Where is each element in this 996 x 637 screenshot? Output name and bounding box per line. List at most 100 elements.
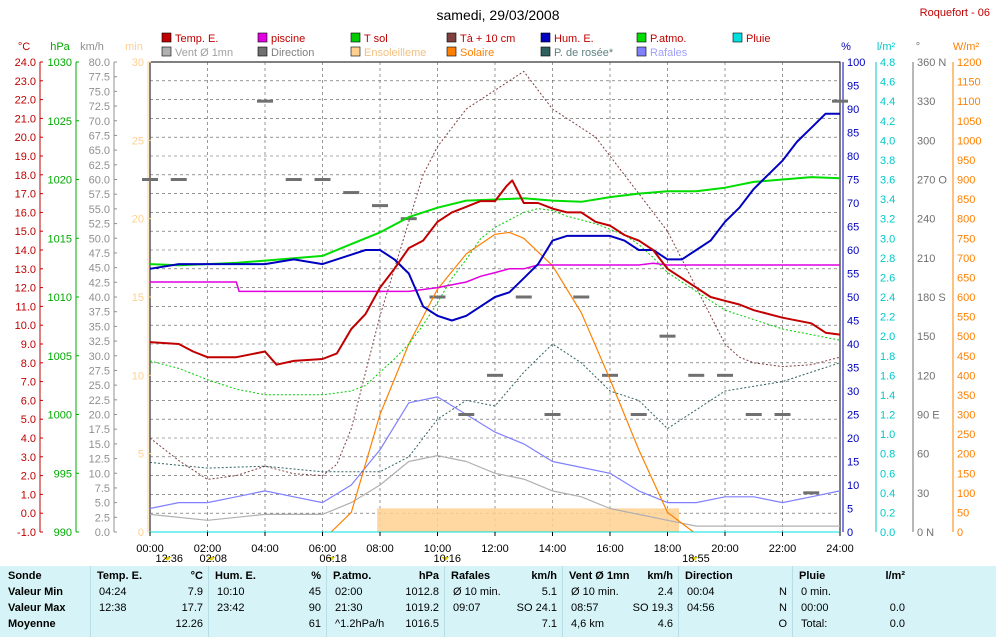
stats-row: Hum. E. (209, 570, 327, 586)
x-tick-label: 04:00 (251, 543, 279, 555)
legend-swatch (446, 46, 457, 57)
axis-tick-label: 62.5 (89, 160, 110, 172)
axis-tick-label: 4.2 (880, 116, 895, 128)
stats-row: 90 (209, 602, 327, 618)
axis-tick-label: 0 N (917, 527, 934, 539)
series-direction-mark (717, 373, 733, 377)
legend-swatch (732, 32, 743, 43)
stats-time: Ø 10 min. (453, 586, 501, 598)
axis-tick-label: 270 O (917, 175, 947, 187)
axis-tick-label: 50 (847, 292, 859, 304)
legend-swatch (540, 46, 551, 57)
stats-header: Sonde (8, 570, 42, 582)
stats-row: 02:00 (327, 586, 445, 602)
axis-tick-label: 65 (847, 222, 859, 234)
stats-row: Ø 10 min. (563, 586, 679, 602)
axis-unit: ° (916, 41, 920, 53)
stats-header: Pluie (799, 570, 826, 582)
stats-time: 02:00 (335, 586, 363, 598)
axis-tick-label: 20.0 (89, 410, 110, 422)
stats-row: °C (91, 570, 209, 586)
axis-tick-label: 1005 (48, 351, 72, 363)
axis-tick-label: 2.8 (880, 253, 895, 265)
axis-tick-label: 1020 (48, 175, 72, 187)
stats-header: P.atmo. (333, 570, 372, 582)
stats-row: 4.6 (563, 618, 679, 634)
axis-unit: min (125, 41, 143, 53)
axis-tick-label: 37.5 (89, 307, 110, 319)
axis-tick-label: 300 (917, 135, 935, 147)
stats-value: 7.9 (187, 586, 203, 598)
axis-tick-label: 3.0 (880, 233, 895, 245)
stats-row: ^1.2hPa/h (327, 618, 445, 634)
axis-tick-label: 13.0 (15, 264, 36, 276)
stats-row: 12.26 (91, 618, 209, 634)
legend-label: P. de rosée* (554, 47, 614, 59)
series-t-10-cm (149, 70, 841, 480)
stats-row: 00:00 (793, 602, 911, 618)
axis-tick-label: 6.0 (21, 395, 36, 407)
axis-tick-label: 57.5 (89, 189, 110, 201)
series-vent-1mn (149, 455, 840, 527)
stats-row: 0.0 (793, 618, 911, 634)
legend-swatch (350, 46, 361, 57)
stats-time: Ø 10 min. (571, 586, 619, 598)
axis-tick-label: 210 (917, 253, 935, 265)
stats-row: Direction (679, 570, 793, 586)
axis-tick-label: 500 (957, 331, 975, 343)
axis-tick-label: 120 (917, 370, 935, 382)
stats-unit: hPa (418, 570, 439, 582)
stats-value: 0.0 (889, 618, 905, 630)
axis-tick-label: 32.5 (89, 336, 110, 348)
axis-tick-label: 1.2 (880, 410, 895, 422)
stats-row: 61 (209, 618, 327, 634)
stats-row: 0 min. (793, 586, 911, 602)
axis-tick-label: 50.0 (89, 233, 110, 245)
stats-time: ^1.2hPa/h (335, 618, 385, 630)
axis-tick-label: 5 (847, 504, 853, 516)
axis-tick-label: 35.0 (89, 321, 110, 333)
stats-value: 2.4 (657, 586, 673, 598)
stats-row: Vent Ø 1mn (563, 570, 679, 586)
stats-row-label: Valeur Min (8, 586, 64, 598)
axis-tick-label: 3.6 (880, 175, 895, 187)
stats-row-label: Valeur Max (8, 602, 66, 614)
axis-tick-label: 15.0 (15, 226, 36, 238)
axis-tick-label: 0.0 (95, 527, 110, 539)
stats-time: 0 min. (801, 586, 831, 598)
axis-tick-label: 4.6 (880, 77, 895, 89)
stats-row: SO 19.3 (563, 602, 679, 618)
axis-tick-label: 9.0 (21, 339, 36, 351)
axis-tick-label: 20 (132, 214, 144, 226)
legend-label: Temp. E. (175, 33, 218, 45)
legend-swatch (636, 46, 647, 57)
series-direction-mark (745, 413, 762, 416)
series-direction-mark (285, 178, 302, 181)
stats-header: Direction (685, 570, 733, 582)
series-direction-mark (487, 373, 503, 377)
axis-tick-label: 5.0 (95, 498, 110, 510)
axis-tick-label: 1050 (957, 116, 981, 128)
axis-tick-label: 12.0 (15, 283, 36, 295)
axis-tick-label: 3.8 (880, 155, 895, 167)
stats-row: Sonde (0, 570, 90, 586)
legend-swatch (161, 46, 172, 57)
series-layer (142, 70, 848, 533)
axis-tick-label: 7.0 (21, 377, 36, 389)
axis-tick-label: 22.5 (89, 395, 110, 407)
axis-tick-label: 20 (847, 433, 859, 445)
series-p-de-ros-e (149, 343, 841, 473)
axis-unit: % (841, 41, 851, 53)
legend-label: Rafales (650, 47, 688, 59)
axis-tick-label: 15 (132, 292, 144, 304)
stats-col-sonde: Sonde Valeur Min Valeur Max Moyenne (0, 566, 90, 637)
axis-tick-label: 4.0 (21, 433, 36, 445)
series-temp-e (149, 179, 841, 366)
axis-tick-label: 400 (957, 370, 975, 382)
axis-tick-label: 65.0 (89, 145, 110, 157)
stats-row: Ø 10 min. (445, 586, 563, 602)
axis-tick-label: 20.0 (15, 132, 36, 144)
x-axis: 00:00 02:00 04:00 06:00 08:00 10:00 12:00 14:00… (136, 532, 854, 565)
axis-tick-label: 995 (54, 468, 72, 480)
axis-tick-label: 10.0 (89, 468, 110, 480)
